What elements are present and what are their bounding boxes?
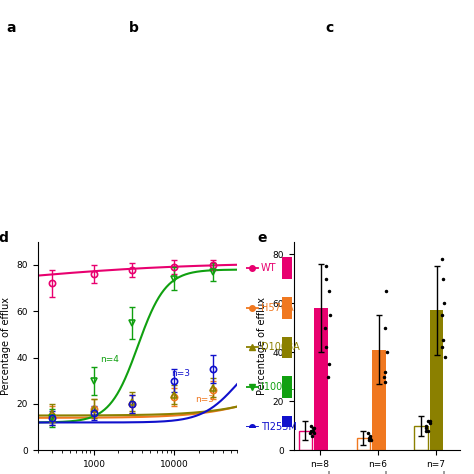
Text: e: e xyxy=(257,231,267,246)
FancyBboxPatch shape xyxy=(282,337,292,358)
Y-axis label: Percentage of efflux: Percentage of efflux xyxy=(1,297,11,395)
FancyBboxPatch shape xyxy=(282,257,292,279)
Text: n=3: n=3 xyxy=(171,369,190,378)
Bar xyxy=(356,438,370,450)
Bar xyxy=(314,308,328,450)
Text: n=4: n=4 xyxy=(100,355,119,364)
Bar xyxy=(372,350,385,450)
Text: I1004L: I1004L xyxy=(261,382,293,392)
Text: a: a xyxy=(6,21,16,35)
Text: TI253M: TI253M xyxy=(261,421,297,432)
Text: b: b xyxy=(128,21,138,35)
Text: -: - xyxy=(310,470,314,474)
Bar xyxy=(414,426,428,450)
Text: D1008A: D1008A xyxy=(261,342,300,352)
FancyBboxPatch shape xyxy=(282,416,292,438)
Text: WT: WT xyxy=(261,263,276,273)
Text: c: c xyxy=(326,21,334,35)
Text: +: + xyxy=(439,470,447,474)
Text: -: - xyxy=(368,470,372,474)
Text: d: d xyxy=(0,231,8,246)
FancyBboxPatch shape xyxy=(282,376,292,398)
Text: n=3: n=3 xyxy=(195,395,214,404)
Bar xyxy=(299,431,312,450)
Bar xyxy=(430,310,443,450)
Y-axis label: Percentage of efflux: Percentage of efflux xyxy=(257,297,267,395)
FancyBboxPatch shape xyxy=(282,297,292,319)
Text: H576A: H576A xyxy=(261,303,293,313)
Text: +: + xyxy=(324,470,332,474)
Text: +: + xyxy=(382,470,390,474)
Text: -: - xyxy=(426,470,430,474)
